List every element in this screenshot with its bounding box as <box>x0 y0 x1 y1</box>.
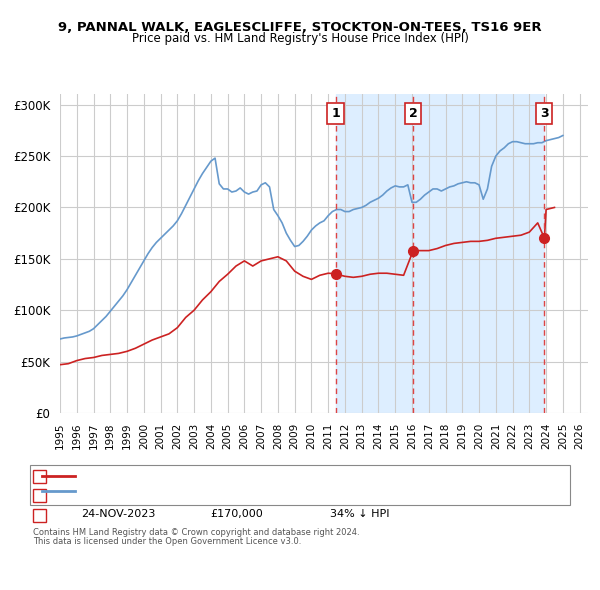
Text: 24-NOV-2023: 24-NOV-2023 <box>81 509 155 519</box>
Text: 1: 1 <box>331 107 340 120</box>
Text: This data is licensed under the Open Government Licence v3.0.: This data is licensed under the Open Gov… <box>33 537 301 546</box>
Bar <box>335 94 413 413</box>
Text: 23% ↓ HPI: 23% ↓ HPI <box>330 490 389 499</box>
Text: 10-JUN-2011: 10-JUN-2011 <box>81 470 151 480</box>
Text: 9, PANNAL WALK, EAGLESCLIFFE, STOCKTON-ON-TEES, TS16 9ER: 9, PANNAL WALK, EAGLESCLIFFE, STOCKTON-O… <box>58 21 542 34</box>
Text: Contains HM Land Registry data © Crown copyright and database right 2024.: Contains HM Land Registry data © Crown c… <box>33 527 359 537</box>
Text: 25-JAN-2016: 25-JAN-2016 <box>81 490 151 499</box>
Text: £158,000: £158,000 <box>210 490 263 499</box>
Text: £135,500: £135,500 <box>210 470 263 480</box>
Text: 1: 1 <box>36 471 43 481</box>
Text: 3: 3 <box>36 510 43 520</box>
Text: HPI: Average price, detached house, Stockton-on-Tees: HPI: Average price, detached house, Stoc… <box>81 487 337 496</box>
Text: 31% ↓ HPI: 31% ↓ HPI <box>330 470 389 480</box>
Text: 34% ↓ HPI: 34% ↓ HPI <box>330 509 389 519</box>
Bar <box>413 94 544 413</box>
Text: 3: 3 <box>540 107 549 120</box>
Text: 2: 2 <box>409 107 418 120</box>
Text: £170,000: £170,000 <box>210 509 263 519</box>
Text: Price paid vs. HM Land Registry's House Price Index (HPI): Price paid vs. HM Land Registry's House … <box>131 32 469 45</box>
Text: 9, PANNAL WALK, EAGLESCLIFFE, STOCKTON-ON-TEES, TS16 9ER (detached house): 9, PANNAL WALK, EAGLESCLIFFE, STOCKTON-O… <box>81 471 473 480</box>
Text: 2: 2 <box>36 491 43 500</box>
